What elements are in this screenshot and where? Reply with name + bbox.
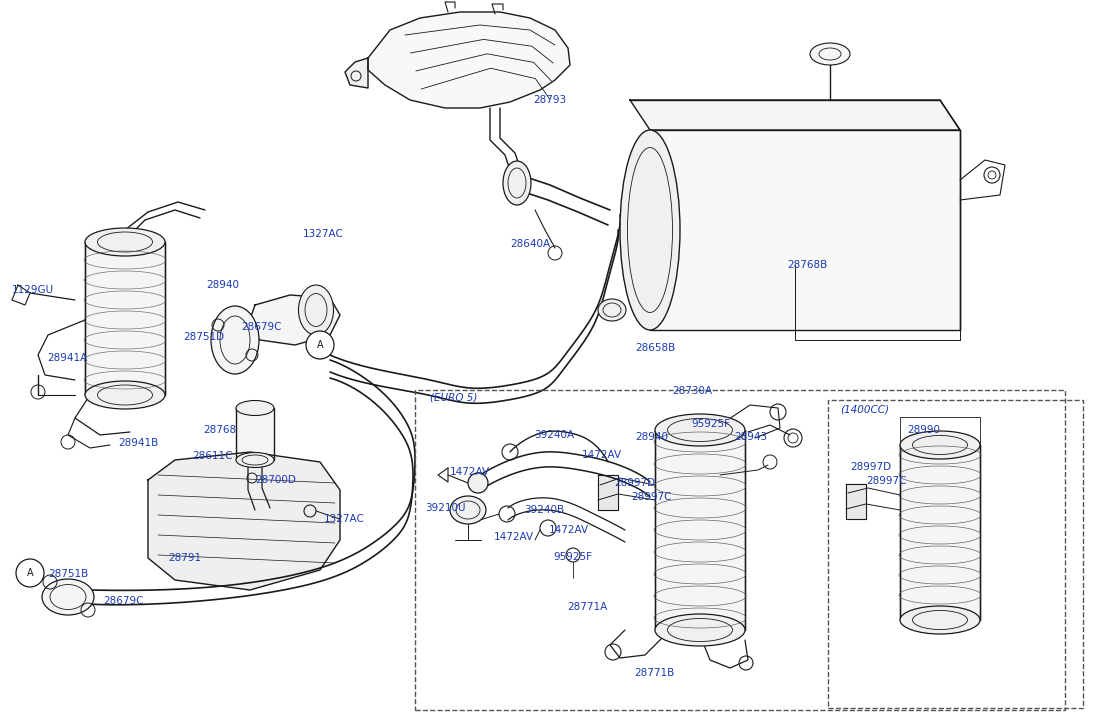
Circle shape	[469, 473, 488, 493]
Text: 28943: 28943	[734, 432, 767, 442]
Ellipse shape	[503, 161, 532, 205]
Ellipse shape	[298, 285, 334, 335]
Polygon shape	[899, 445, 980, 620]
Ellipse shape	[655, 414, 745, 446]
Polygon shape	[148, 452, 340, 590]
Text: (1400CC): (1400CC)	[840, 404, 890, 414]
Text: 28768B: 28768B	[787, 260, 828, 270]
Text: 28941B: 28941B	[118, 438, 158, 448]
Text: 28940: 28940	[206, 280, 239, 290]
Text: 28700D: 28700D	[255, 475, 296, 485]
Text: 1129GU: 1129GU	[12, 285, 54, 295]
Ellipse shape	[211, 306, 259, 374]
Text: 28940: 28940	[635, 432, 669, 442]
Text: 28997D: 28997D	[614, 478, 655, 488]
Ellipse shape	[85, 381, 165, 409]
Ellipse shape	[85, 228, 165, 256]
Text: 28791: 28791	[168, 553, 201, 563]
Ellipse shape	[42, 579, 94, 615]
Text: 28751B: 28751B	[48, 569, 88, 579]
Text: 28751D: 28751D	[183, 332, 224, 342]
Text: 28771B: 28771B	[634, 668, 674, 678]
Text: 28771A: 28771A	[567, 602, 608, 612]
Ellipse shape	[899, 606, 980, 634]
Polygon shape	[85, 242, 165, 395]
Text: 1327AC: 1327AC	[324, 514, 365, 524]
Circle shape	[15, 559, 44, 587]
Polygon shape	[248, 295, 340, 345]
Ellipse shape	[810, 43, 850, 65]
Text: 28640A: 28640A	[511, 239, 550, 249]
Text: 95925F: 95925F	[552, 552, 592, 562]
Text: 28679C: 28679C	[241, 322, 282, 332]
Text: (EURO 5): (EURO 5)	[430, 393, 477, 403]
Polygon shape	[598, 475, 618, 510]
Text: 28658B: 28658B	[635, 343, 675, 353]
Text: 28730A: 28730A	[672, 386, 712, 396]
Text: 28679C: 28679C	[103, 596, 144, 606]
Text: 1327AC: 1327AC	[303, 229, 344, 239]
Text: A: A	[27, 568, 33, 578]
Ellipse shape	[236, 401, 274, 416]
Text: A: A	[317, 340, 324, 350]
Text: 95925F: 95925F	[691, 419, 730, 429]
Text: 1472AV: 1472AV	[450, 467, 491, 477]
Polygon shape	[345, 58, 368, 88]
Text: 28997C: 28997C	[866, 476, 906, 486]
Polygon shape	[368, 12, 570, 108]
Text: 28768: 28768	[203, 425, 236, 435]
Bar	[828, 400, 1083, 708]
Text: 28990: 28990	[907, 425, 940, 435]
Text: 28997D: 28997D	[850, 462, 891, 472]
Text: 39240B: 39240B	[524, 505, 565, 515]
Text: 28997C: 28997C	[631, 492, 672, 502]
Polygon shape	[650, 130, 960, 330]
Text: 1472AV: 1472AV	[549, 525, 589, 535]
Text: 39210U: 39210U	[425, 503, 465, 513]
Ellipse shape	[899, 431, 980, 459]
Bar	[415, 390, 1065, 710]
Ellipse shape	[236, 452, 274, 467]
Text: 28941A: 28941A	[48, 353, 87, 363]
Polygon shape	[655, 430, 745, 630]
Ellipse shape	[598, 299, 627, 321]
Text: 1472AV: 1472AV	[494, 532, 534, 542]
Text: 28611C: 28611C	[192, 451, 232, 461]
Text: 39240A: 39240A	[534, 430, 575, 440]
Polygon shape	[846, 484, 866, 519]
Polygon shape	[236, 408, 274, 460]
Ellipse shape	[450, 496, 486, 524]
Text: 28793: 28793	[533, 95, 566, 105]
Ellipse shape	[620, 130, 680, 330]
Circle shape	[306, 331, 334, 359]
Text: 1472AV: 1472AV	[582, 450, 622, 460]
Ellipse shape	[655, 614, 745, 646]
Polygon shape	[630, 100, 960, 130]
